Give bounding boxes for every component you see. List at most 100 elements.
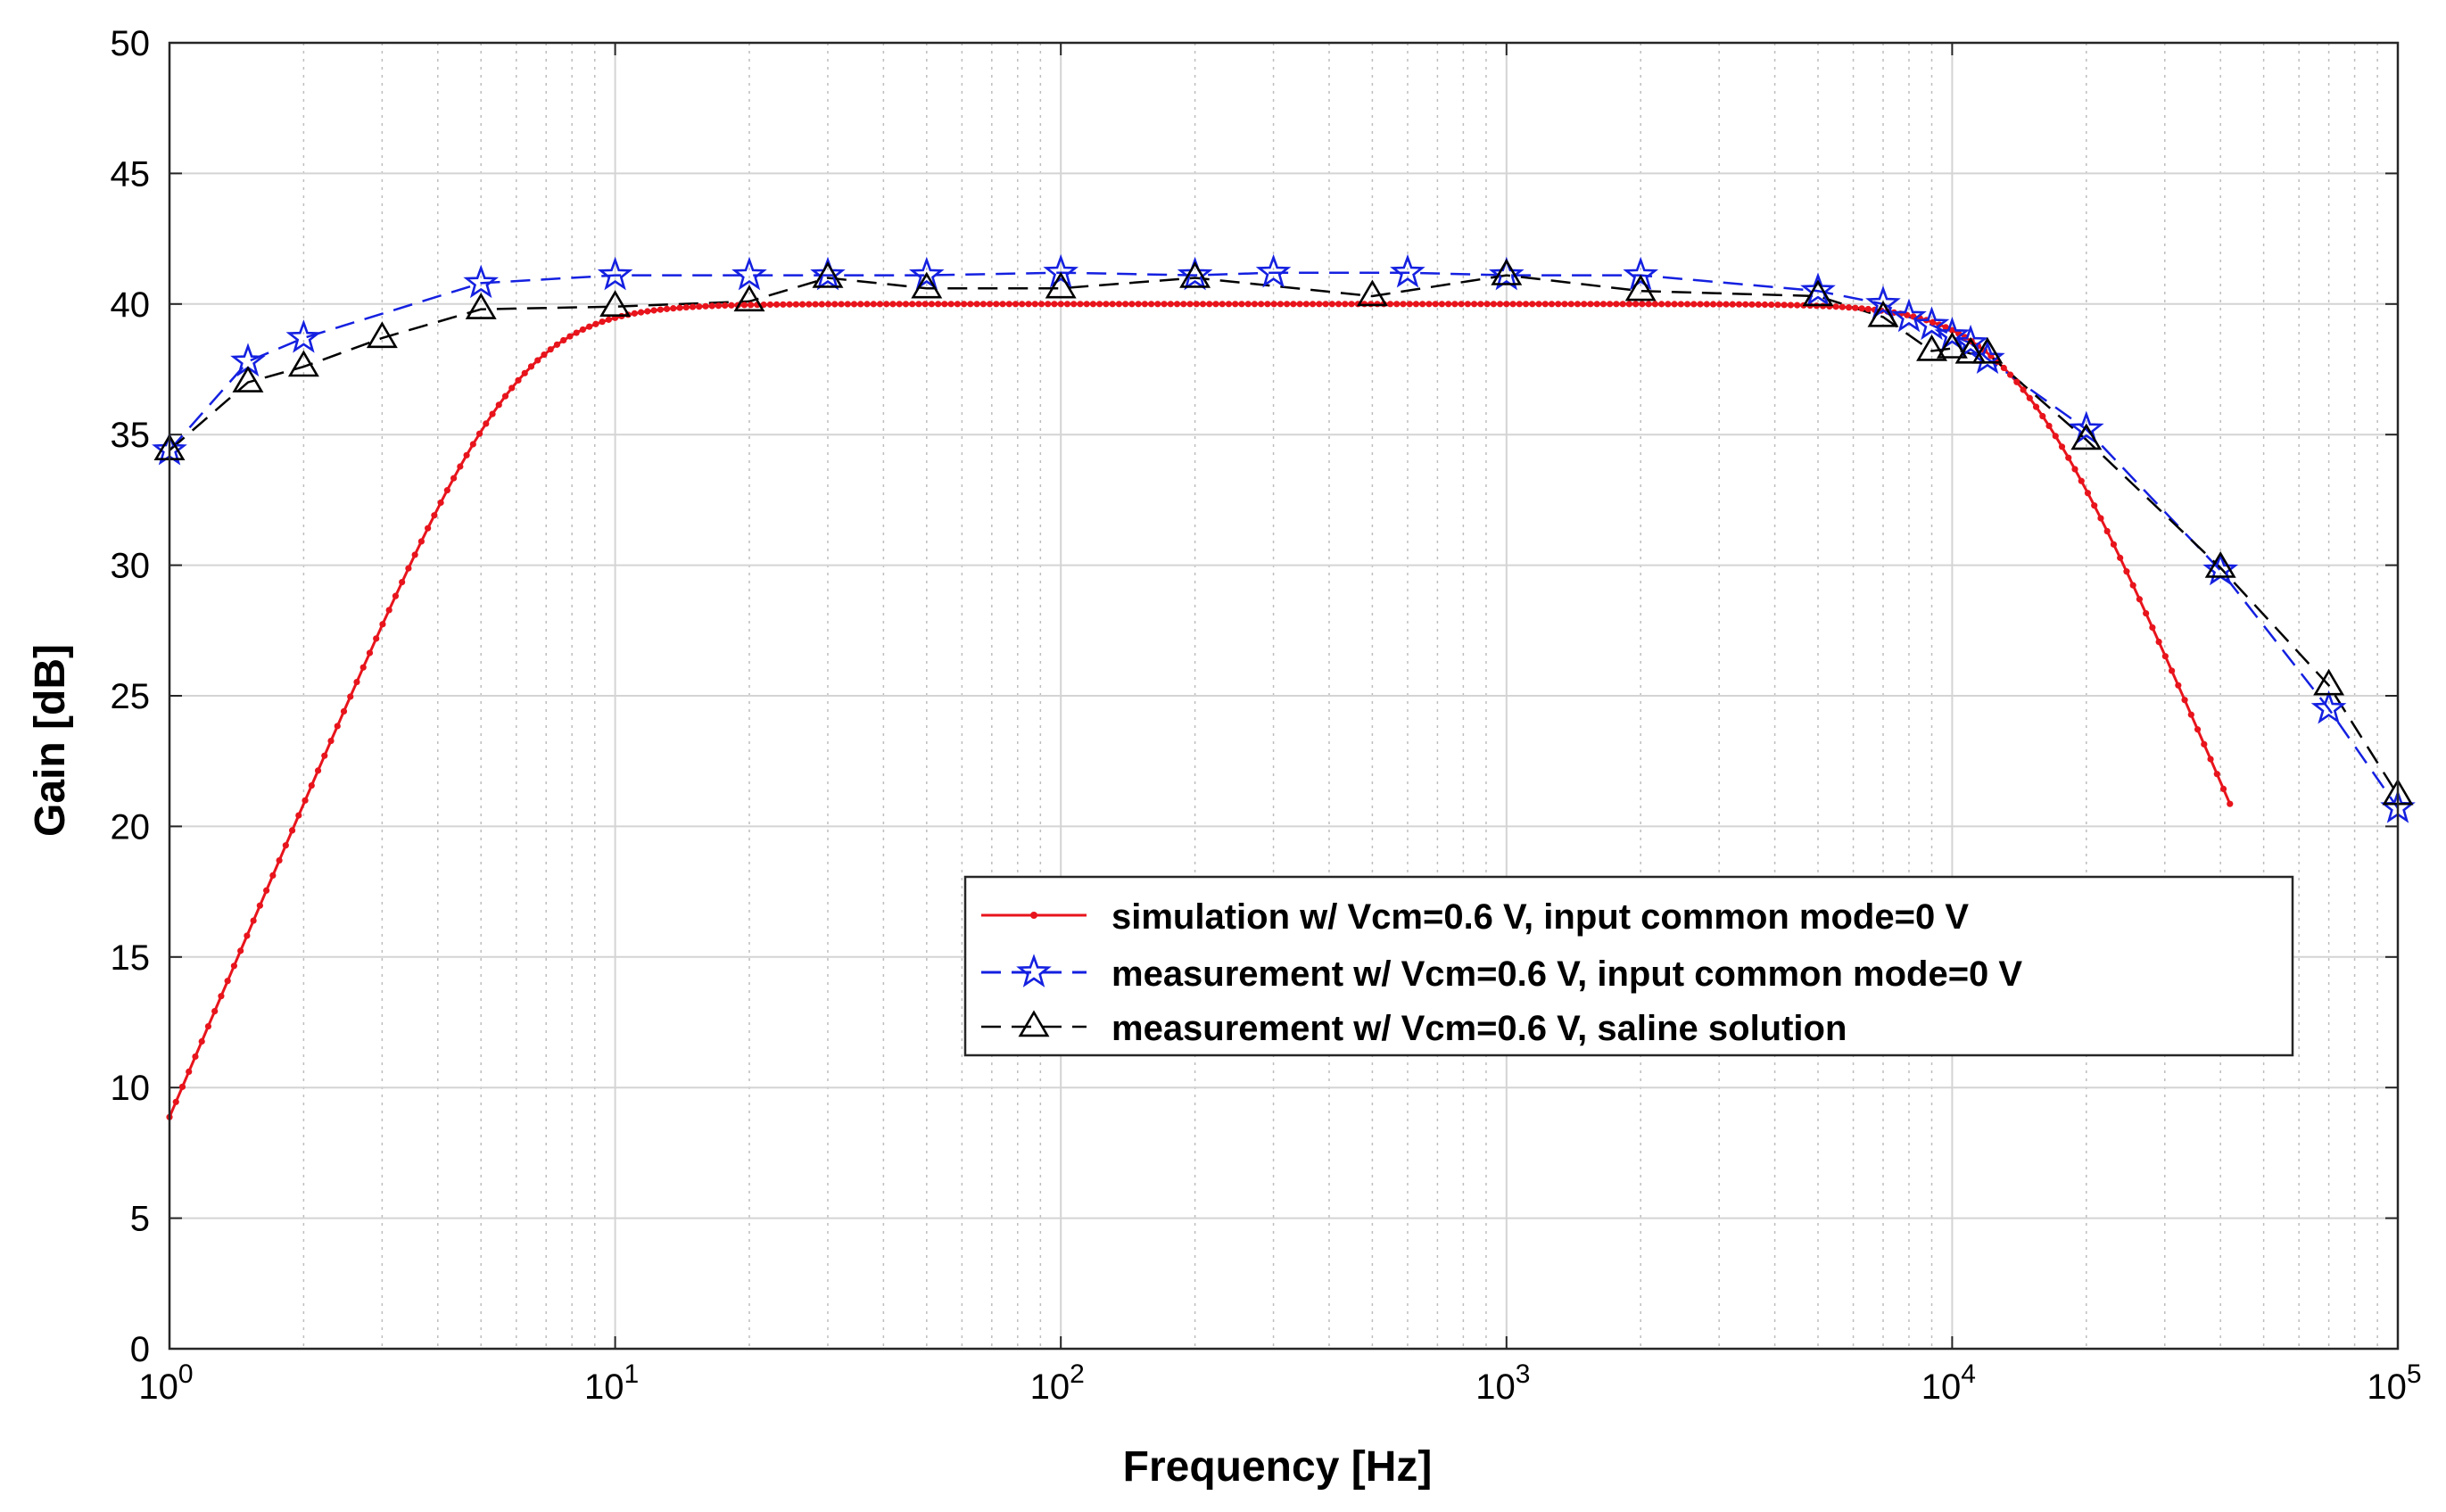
- simulation-point: [405, 565, 412, 572]
- series-line-3: [169, 274, 2400, 796]
- simulation-point: [508, 384, 516, 392]
- simulation-point: [1219, 301, 1226, 308]
- simulation-point: [417, 538, 425, 545]
- simulation-point: [1581, 301, 1588, 308]
- simulation-point: [1277, 301, 1284, 308]
- simulation-point: [831, 301, 839, 308]
- saline-triangle-point: [1802, 279, 1834, 307]
- measurement-star-point: [1934, 317, 1971, 351]
- simulation-point: [1477, 301, 1484, 308]
- simulation-point: [935, 301, 942, 308]
- simulation-point: [864, 301, 871, 308]
- simulation-point: [340, 707, 348, 715]
- simulation-point: [2201, 740, 2208, 748]
- simulation-point: [1186, 301, 1194, 308]
- simulation-point: [786, 301, 793, 308]
- simulation-point: [1464, 301, 1471, 308]
- simulation-point: [2020, 386, 2027, 393]
- saline-triangle-point: [1954, 336, 1987, 364]
- simulation-point: [2161, 653, 2169, 660]
- simulation-point: [399, 578, 406, 586]
- simulation-point: [2187, 711, 2194, 718]
- simulation-point: [579, 326, 587, 334]
- simulation-point: [198, 1037, 205, 1045]
- simulation-point: [2169, 667, 2176, 674]
- simulation-point: [1012, 301, 1020, 308]
- simulation-point: [334, 723, 341, 730]
- simulation-point: [2136, 596, 2144, 603]
- simulation-point: [1781, 302, 1788, 309]
- simulation-point: [359, 664, 367, 671]
- simulation-point: [909, 301, 916, 308]
- simulation-point: [1561, 301, 1568, 308]
- simulation-point: [250, 917, 257, 924]
- simulation-point: [547, 346, 554, 353]
- simulation-point: [824, 301, 832, 308]
- y-tick-label: 25: [111, 677, 151, 716]
- simulation-point: [1787, 302, 1795, 309]
- simulation-point: [1703, 301, 1710, 308]
- simulation-point: [1599, 301, 1607, 308]
- measurement-star-point: [2068, 410, 2104, 445]
- simulation-point: [637, 309, 645, 316]
- simulation-point: [1930, 318, 1937, 326]
- simulation-point: [1657, 301, 1665, 308]
- saline-triangle-point: [1624, 274, 1657, 302]
- y-tick-label: 45: [111, 154, 151, 194]
- saline-triangle-point: [1971, 336, 2004, 364]
- simulation-point: [2032, 403, 2040, 410]
- measurement-star-point: [810, 256, 846, 291]
- measurement-star-point: [1800, 272, 1836, 306]
- simulation-point: [1852, 304, 1859, 311]
- simulation-point: [806, 301, 813, 308]
- simulation-point: [527, 363, 535, 370]
- saline-triangle-point: [911, 271, 943, 299]
- simulation-point: [1425, 301, 1433, 308]
- simulation-point: [1671, 301, 1678, 308]
- simulation-point: [644, 308, 651, 315]
- measurement-star-point: [597, 256, 633, 291]
- simulation-point: [1109, 301, 1116, 308]
- simulation-point: [1019, 301, 1026, 308]
- simulation-point: [676, 304, 683, 311]
- simulation-point: [896, 301, 903, 308]
- simulation-point: [1607, 301, 1614, 308]
- simulation-point: [1845, 304, 1853, 311]
- simulation-point: [2143, 609, 2150, 617]
- simulation-point: [2013, 378, 2020, 385]
- simulation-point: [1335, 301, 1343, 308]
- legend-label-measurement-cm: measurement w/ Vcm=0.6 V, input common m…: [1111, 954, 2022, 994]
- simulation-point: [411, 551, 418, 558]
- simulation-point: [792, 301, 799, 308]
- legend-label-measurement-saline: measurement w/ Vcm=0.6 V, saline solutio…: [1111, 1009, 1847, 1048]
- simulation-point: [1471, 301, 1478, 308]
- simulation-point: [218, 993, 225, 1000]
- simulation-point: [1729, 301, 1736, 308]
- simulation-point: [657, 306, 664, 313]
- simulation-point: [1173, 301, 1181, 308]
- simulation-point: [1316, 301, 1323, 308]
- simulation-point: [1619, 301, 1626, 308]
- simulation-point: [541, 351, 548, 359]
- simulation-point: [876, 301, 884, 308]
- simulation-point: [2110, 541, 2118, 548]
- simulation-point: [1864, 305, 1872, 313]
- simulation-point: [1161, 301, 1168, 308]
- x-tick-label: 102: [1030, 1359, 1085, 1407]
- simulation-point: [443, 487, 450, 494]
- simulation-point: [1122, 301, 1129, 308]
- simulation-point: [2065, 454, 2072, 461]
- x-tick-label: 105: [2367, 1359, 2421, 1407]
- simulation-point: [979, 301, 987, 308]
- simulation-point: [1083, 301, 1090, 308]
- simulation-point: [566, 333, 574, 340]
- saline-triangle-point: [733, 285, 765, 312]
- simulation-point: [1037, 301, 1045, 308]
- simulation-point: [483, 420, 490, 427]
- simulation-point: [515, 376, 522, 384]
- simulation-point: [592, 320, 599, 327]
- simulation-point: [2006, 371, 2014, 378]
- simulation-point: [663, 305, 671, 312]
- simulation-point: [748, 302, 755, 309]
- simulation-point: [999, 301, 1006, 308]
